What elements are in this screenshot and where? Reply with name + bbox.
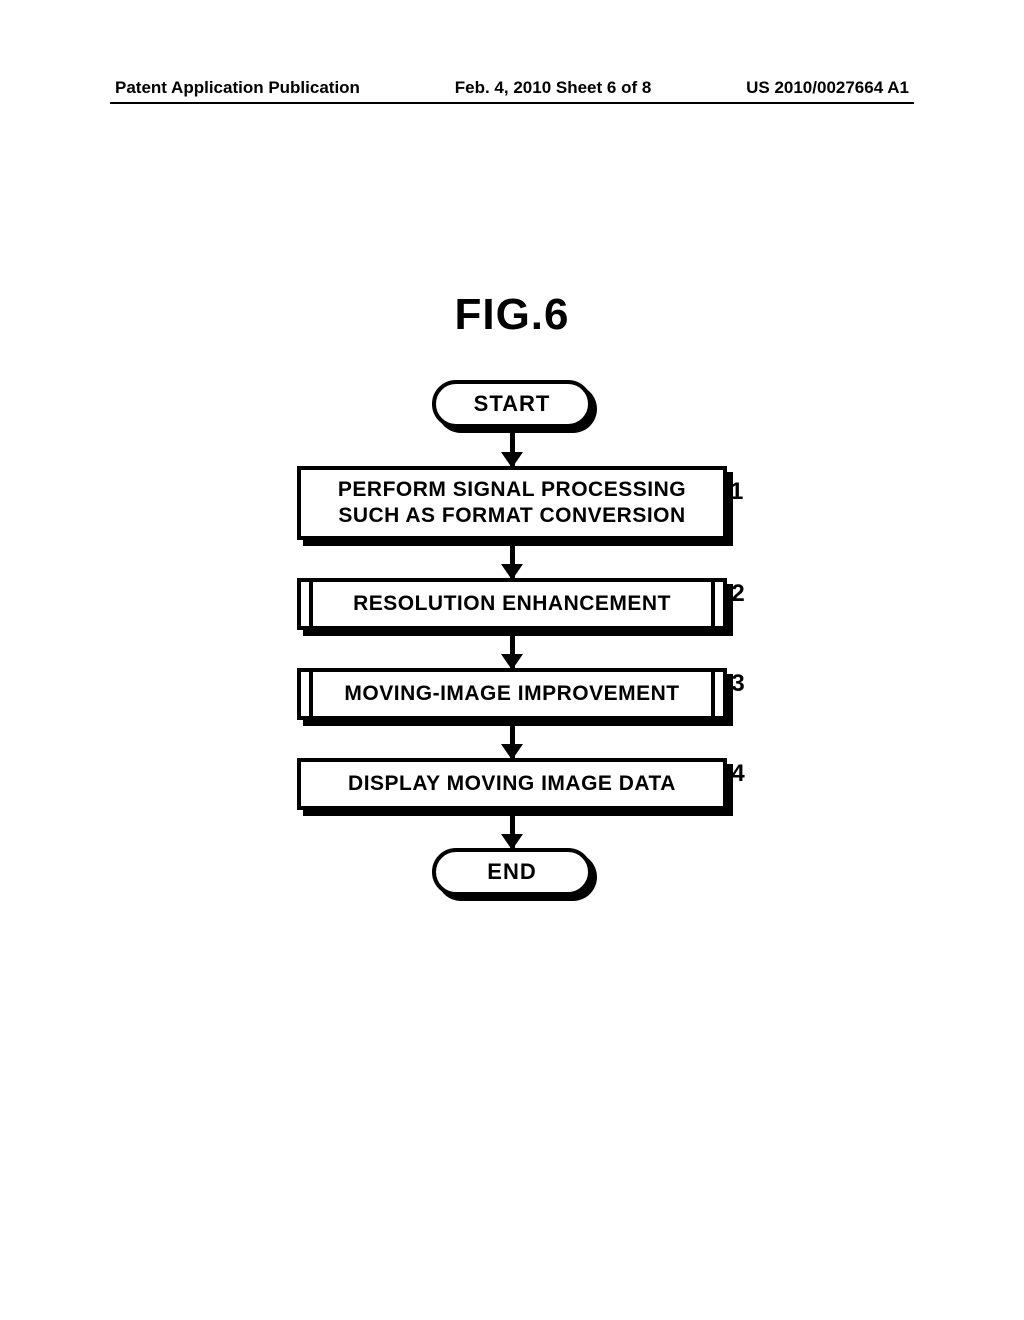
header-rule [110,102,914,104]
flowchart: START PERFORM SIGNAL PROCESSING SUCH AS … [0,380,1024,896]
node-s14-label: DISPLAY MOVING IMAGE DATA [297,758,727,810]
node-s11-line2: SUCH AS FORMAT CONVERSION [338,503,686,529]
node-s14: DISPLAY MOVING IMAGE DATA [297,758,727,810]
step-row-s12: RESOLUTION ENHANCEMENT S12 [0,578,1024,630]
page-header: Patent Application Publication Feb. 4, 2… [0,78,1024,98]
figure-title: FIG.6 [0,290,1024,340]
node-start-label: START [432,380,592,428]
header-left: Patent Application Publication [115,78,360,98]
arrow [510,720,515,758]
node-s12-label: RESOLUTION ENHANCEMENT [297,578,727,630]
node-s12: RESOLUTION ENHANCEMENT [297,578,727,630]
arrow [510,428,515,466]
step-row-s11: PERFORM SIGNAL PROCESSING SUCH AS FORMAT… [0,466,1024,540]
node-s13: MOVING-IMAGE IMPROVEMENT [297,668,727,720]
node-start: START [432,380,592,428]
node-s13-label: MOVING-IMAGE IMPROVEMENT [297,668,727,720]
node-end: END [432,848,592,896]
step-row-s13: MOVING-IMAGE IMPROVEMENT S13 [0,668,1024,720]
arrow [510,810,515,848]
arrow [510,540,515,578]
step-row-s14: DISPLAY MOVING IMAGE DATA S14 [0,758,1024,810]
header-center: Feb. 4, 2010 Sheet 6 of 8 [455,78,652,98]
node-s11: PERFORM SIGNAL PROCESSING SUCH AS FORMAT… [297,466,727,540]
node-s11-line1: PERFORM SIGNAL PROCESSING [338,477,686,503]
arrow [510,630,515,668]
header-right: US 2010/0027664 A1 [746,78,909,98]
node-end-label: END [432,848,592,896]
